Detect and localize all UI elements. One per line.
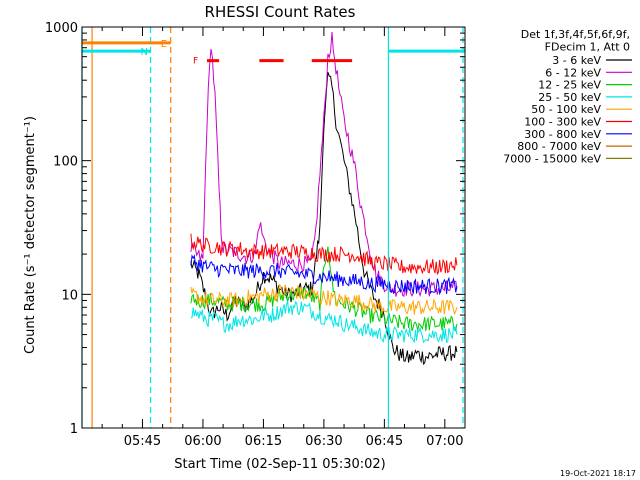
- x-axis-label: Start Time (02-Sep-11 05:30:02): [174, 457, 385, 472]
- legend-label-6: 300 - 800 keV: [524, 128, 601, 141]
- y-tick-label-0: 1: [70, 422, 78, 437]
- x-tick-label-0: 05:45: [124, 434, 161, 449]
- legend: Det 1f,3f,4f,5f,6f,9f,FDecim 1, Att 03 -…: [503, 28, 632, 165]
- plot-frame: [81, 26, 466, 429]
- legend-label-0: 3 - 6 keV: [552, 54, 601, 67]
- series-line-5: [190, 233, 458, 276]
- legend-label-8: 7000 - 15000 keV: [503, 152, 601, 165]
- series-line-2: [190, 246, 458, 333]
- x-tick-label-5: 07:00: [426, 434, 463, 449]
- legend-header-0: Det 1f,3f,4f,5f,6f,9f,: [521, 28, 630, 41]
- state-bar-label-1: N: [141, 47, 148, 58]
- plot-area: E N F 1 10 100 1000 05:45 06:00 06:15 06:30 06:45 07…: [45, 21, 466, 449]
- legend-label-3: 25 - 50 keV: [538, 91, 601, 104]
- y-tick-label-2: 100: [53, 155, 78, 170]
- x-tick-label-4: 06:45: [366, 434, 403, 449]
- y-axis-label: Count Rate (s⁻¹ detector segment⁻¹): [23, 116, 38, 354]
- chart-title: RHESSI Count Rates: [205, 3, 356, 21]
- x-tick-label-3: 06:30: [305, 434, 342, 449]
- x-tick-label-1: 06:00: [184, 434, 221, 449]
- y-tick-label-3: 1000: [45, 21, 78, 36]
- x-tick-label-2: 06:15: [245, 434, 282, 449]
- state-bar-label-0: E: [161, 39, 167, 50]
- series-line-6: [190, 254, 458, 296]
- legend-label-5: 100 - 300 keV: [524, 116, 601, 129]
- legend-label-7: 800 - 7000 keV: [517, 140, 601, 153]
- legend-label-4: 50 - 100 keV: [531, 103, 601, 116]
- legend-label-1: 6 - 12 keV: [545, 66, 601, 79]
- footer-timestamp: 19-Oct-2021 18:17: [560, 469, 636, 478]
- series-line-3: [190, 300, 458, 344]
- legend-label-2: 12 - 25 keV: [538, 79, 601, 92]
- event-bar-label: F: [193, 57, 198, 67]
- y-tick-label-1: 10: [61, 288, 78, 303]
- series-line-1: [190, 31, 458, 298]
- series-line-4: [190, 283, 458, 316]
- legend-header-1: FDecim 1, Att 0: [545, 41, 630, 54]
